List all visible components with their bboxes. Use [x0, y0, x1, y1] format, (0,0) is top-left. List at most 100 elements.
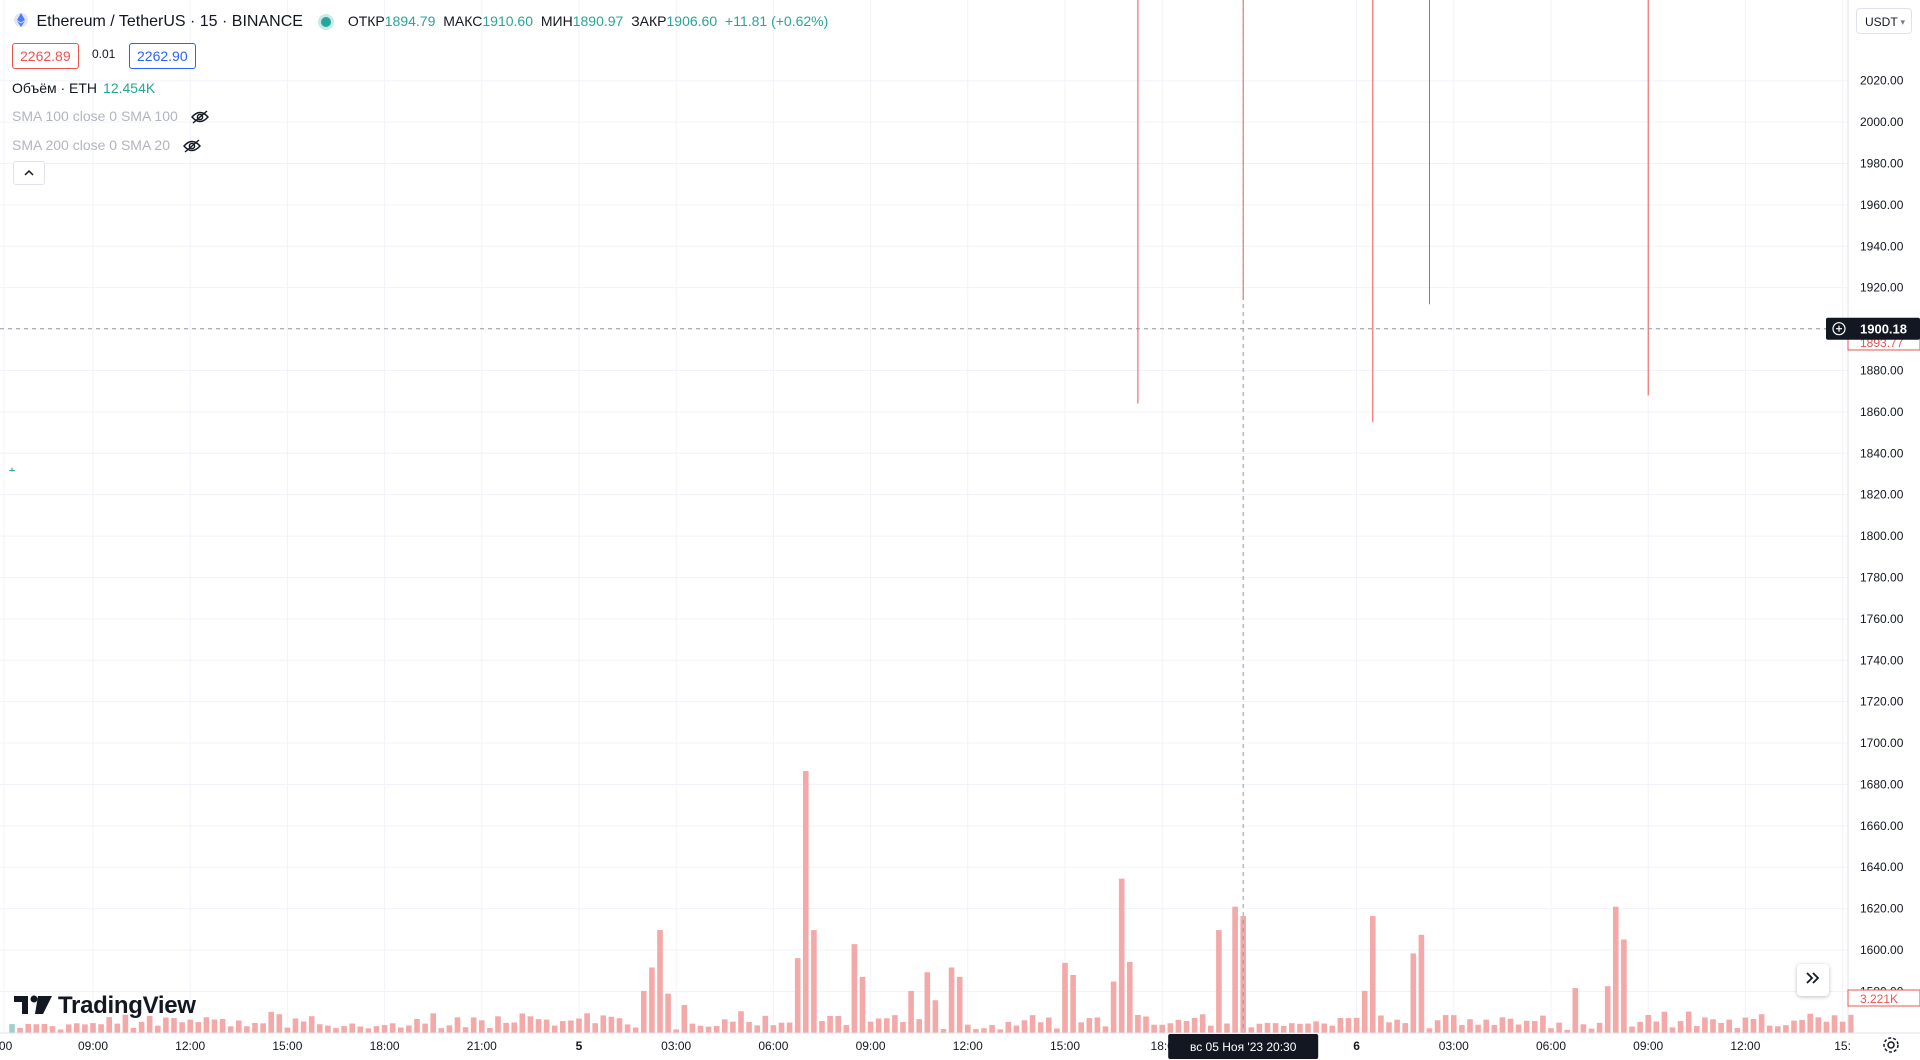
volume-bar: [1483, 1019, 1489, 1033]
volume-bars: [9, 771, 1854, 1033]
volume-bar: [317, 1024, 323, 1033]
volume-bar: [697, 1025, 704, 1033]
volume-bar: [843, 1025, 850, 1033]
volume-bar: [1694, 1026, 1700, 1033]
volume-bar: [1378, 1015, 1384, 1033]
settings-icon[interactable]: [1882, 1036, 1900, 1054]
volume-bar: [470, 1017, 477, 1033]
price-tick-label: 2020.00: [1860, 74, 1904, 88]
volume-indicator-legend[interactable]: Объём · ETH 12.454K: [12, 80, 155, 96]
volume-bar: [65, 1024, 72, 1033]
volume-bar: [122, 1014, 129, 1033]
price-tick-label: 1740.00: [1860, 653, 1904, 667]
volume-bar: [665, 993, 671, 1033]
volume-bar: [1572, 988, 1579, 1033]
volume-bar: [98, 1024, 104, 1033]
volume-bar: [1232, 906, 1238, 1033]
currency-select[interactable]: USDT ▾: [1856, 8, 1912, 34]
volume-bar: [924, 972, 931, 1033]
time-axis[interactable]: :00 09:00 12:00 15:00 18:00 21:00 5 03:00 06:00 0…: [0, 1032, 1920, 1059]
volume-bar: [219, 1018, 226, 1033]
collapse-legend-button[interactable]: [13, 161, 45, 185]
time-tick-label: 09:00: [1633, 1039, 1663, 1053]
price-tick-label: 1820.00: [1860, 488, 1904, 502]
candle-body: [9, 469, 15, 471]
scroll-to-realtime-button[interactable]: [1797, 964, 1829, 996]
volume-bar: [511, 1022, 517, 1033]
crosshair-time-label: вс 05 Ноя '23 20:30: [1190, 1040, 1297, 1054]
time-tick-label: 12:00: [1730, 1039, 1760, 1053]
volume-bar: [1532, 1021, 1538, 1033]
market-status-icon[interactable]: [321, 16, 332, 27]
volume-bar: [527, 1016, 534, 1033]
time-tick-label: 6: [1353, 1039, 1360, 1053]
volume-bar: [1337, 1017, 1344, 1033]
price-axis[interactable]: 2020.00 2000.00 1980.00 1960.00 1940.00 1920.…: [1826, 0, 1920, 1033]
sma-200-legend[interactable]: SMA 200 close 0 SMA 20: [12, 137, 202, 153]
volume-bar: [1677, 1021, 1684, 1033]
volume-bar: [859, 976, 866, 1033]
volume-bar: [1410, 953, 1417, 1033]
volume-bar: [1297, 1023, 1303, 1033]
buy-price-button[interactable]: 2262.90: [129, 43, 196, 69]
price-tick-label: 1660.00: [1860, 819, 1904, 833]
crosshair-price-label: 1900.18: [1860, 322, 1907, 337]
eye-off-icon[interactable]: [190, 110, 210, 124]
volume-bar: [1386, 1022, 1392, 1033]
price-tick-label: 1640.00: [1860, 860, 1904, 874]
volume-bar: [1442, 1015, 1449, 1033]
chart-grid: [0, 0, 1848, 1033]
volume-bar: [1523, 1020, 1530, 1033]
volume-bar: [884, 1018, 890, 1033]
volume-bar: [1491, 1024, 1498, 1033]
sma-100-legend[interactable]: SMA 100 close 0 SMA 100: [12, 108, 210, 124]
eye-off-icon[interactable]: [182, 139, 202, 153]
symbol-title[interactable]: Ethereum / TetherUS · 15 · BINANCE: [36, 13, 303, 30]
volume-bar: [236, 1020, 242, 1033]
volume-bar: [1799, 1019, 1805, 1033]
volume-bar: [908, 990, 914, 1033]
tradingview-logo[interactable]: TradingView: [14, 992, 196, 1020]
volume-bar: [835, 1016, 841, 1033]
volume-bar: [1847, 1014, 1854, 1033]
volume-bar: [543, 1019, 550, 1033]
volume-bar: [203, 1017, 210, 1033]
volume-bar: [803, 771, 809, 1033]
sma-200-label: SMA 200 close 0 SMA 20: [12, 137, 170, 153]
volume-bar: [1823, 1021, 1830, 1033]
volume-bar: [1426, 1028, 1433, 1033]
volume-bar: [1070, 975, 1076, 1033]
price-tick-label: 1980.00: [1860, 156, 1904, 170]
volume-bar: [981, 1028, 987, 1033]
volume-bar: [770, 1025, 777, 1033]
volume-bar: [722, 1019, 728, 1033]
volume-bar: [997, 1029, 1003, 1033]
volume-bar: [1321, 1023, 1327, 1033]
crosshair: [0, 0, 1848, 1033]
eth-logo-icon: [14, 13, 28, 27]
volume-bar: [1653, 1021, 1660, 1033]
volume-bar: [1831, 1015, 1838, 1033]
volume-bar: [1305, 1023, 1311, 1033]
volume-bar: [462, 1027, 469, 1033]
time-tick-label: 06:00: [758, 1039, 788, 1053]
sell-price-button[interactable]: 2262.89: [12, 43, 79, 69]
volume-bar: [41, 1023, 48, 1033]
volume-bar: [1143, 1016, 1149, 1033]
volume-bar: [1037, 1022, 1044, 1033]
volume-bar: [657, 930, 663, 1033]
volume-bar: [786, 1022, 793, 1033]
volume-bar: [1264, 1022, 1271, 1033]
volume-bar: [705, 1026, 712, 1033]
scroll-right-icon: [1806, 972, 1820, 984]
price-tick-label: 1600.00: [1860, 943, 1904, 957]
volume-indicator-value: 12.454K: [103, 80, 156, 96]
volume-bar: [90, 1023, 96, 1033]
volume-bar: [730, 1021, 736, 1033]
last-volume-label: 3.221K: [1860, 992, 1898, 1006]
volume-bar: [1556, 1022, 1562, 1033]
volume-bar: [438, 1028, 445, 1033]
volume-bar: [519, 1013, 526, 1033]
plus-circle-icon: [1832, 322, 1846, 336]
